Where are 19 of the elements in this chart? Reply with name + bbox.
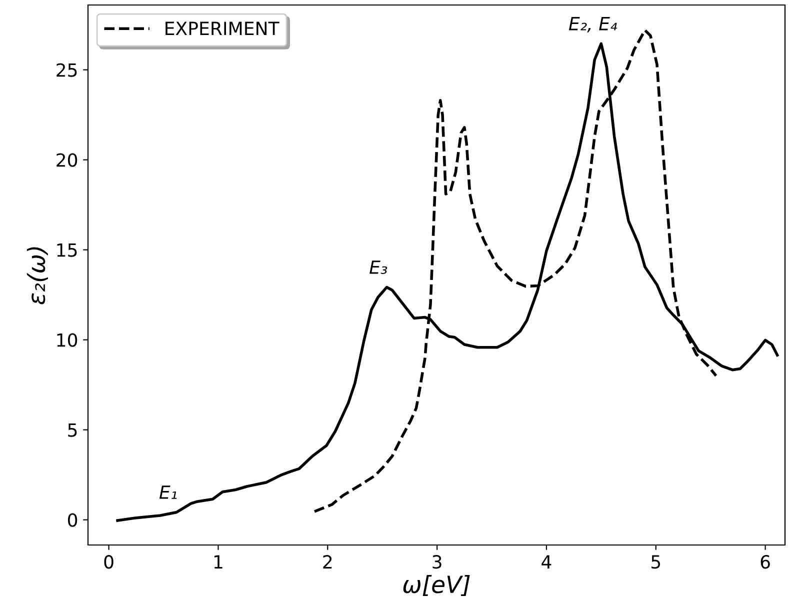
y-tick-label: 25 (56, 63, 77, 77)
x-tick-label: 3 (432, 555, 442, 569)
y-tick-label: 10 (57, 333, 78, 347)
x-tick-label: 6 (760, 555, 770, 569)
x-tick-label: 1 (214, 555, 222, 568)
x-tick-label: 2 (323, 555, 332, 568)
legend-label: EXPERIMENT (166, 22, 280, 35)
x-tick-label: 0 (104, 555, 114, 569)
y-tick-label: 5 (68, 423, 77, 437)
y-axis-title: ε₂(ω) (26, 247, 48, 304)
annotation: E₃ (370, 260, 388, 274)
y-tick-label: 0 (68, 513, 78, 527)
x-axis-title: ω[eV] (403, 574, 470, 596)
y-tick-label: 20 (56, 153, 78, 167)
y-tick-label: 15 (57, 243, 77, 257)
annotation: E₂, E₄ (568, 17, 618, 32)
x-tick-label: 5 (652, 555, 660, 569)
x-tick-label: 4 (542, 555, 552, 568)
annotation: E₁ (159, 486, 177, 499)
